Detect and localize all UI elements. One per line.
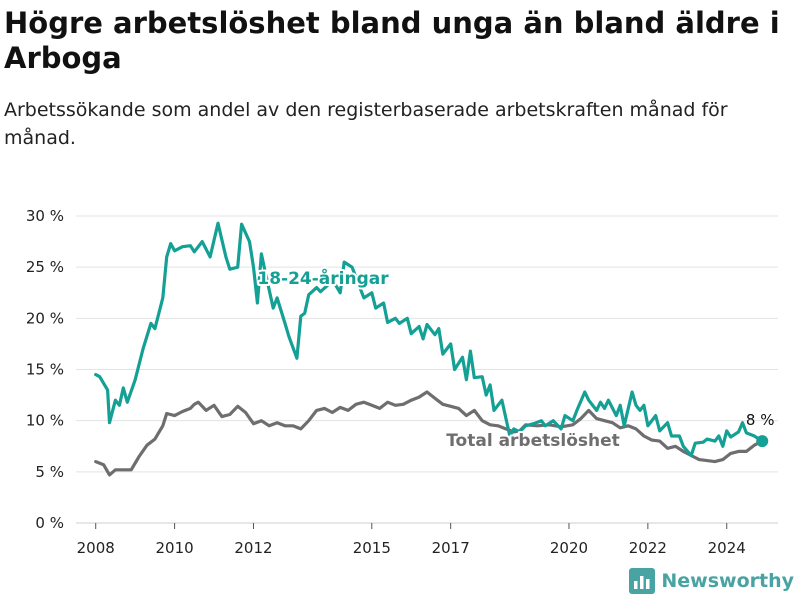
y-tick-label: 15 %	[26, 361, 64, 379]
x-tick-label: 2015	[353, 539, 391, 557]
youth-series-label: 18-24-åringar	[257, 267, 389, 289]
y-tick-label: 5 %	[35, 463, 64, 481]
x-tick-label: 2020	[550, 539, 588, 557]
y-axis-ticks: 0 % 5 % 10 % 15 % 20 % 25 % 30 %	[26, 207, 64, 532]
total-series-label: Total arbetslöshet	[446, 431, 620, 451]
y-tick-label: 10 %	[26, 412, 64, 430]
x-tick-label: 2010	[156, 539, 194, 557]
bar-chart-logo-icon	[629, 568, 656, 594]
series-lines	[94, 221, 764, 477]
brand-logo: Newsworthy	[629, 568, 794, 594]
x-tick-label: 2012	[234, 539, 272, 557]
youth-series-label-halo: 18-24-åringar	[257, 267, 389, 289]
y-tick-label: 25 %	[26, 258, 64, 276]
end-value-label: 8 %	[746, 411, 775, 429]
youth-series-line	[94, 221, 764, 458]
end-point-marker	[756, 435, 769, 448]
brand-name: Newsworthy	[661, 570, 794, 592]
x-tick-label: 2022	[629, 539, 667, 557]
x-tick-label: 2024	[708, 539, 746, 557]
total-series-line	[94, 390, 764, 477]
page-subtitle: Arbetssökande som andel av den registerb…	[4, 99, 728, 149]
x-tick-label: 2017	[432, 539, 470, 557]
x-axis-ticks: 2008 2010 2012 2015 2017 2020 2022 2024	[77, 523, 746, 557]
gridlines	[76, 215, 778, 524]
y-tick-label: 30 %	[26, 207, 64, 225]
x-tick-label: 2008	[77, 539, 115, 557]
y-tick-label: 20 %	[26, 309, 64, 327]
y-tick-label: 0 %	[35, 514, 64, 532]
total-series-label-halo: Total arbetslöshet	[446, 431, 620, 451]
page-title: Högre arbetslöshet bland unga än bland ä…	[4, 6, 780, 75]
